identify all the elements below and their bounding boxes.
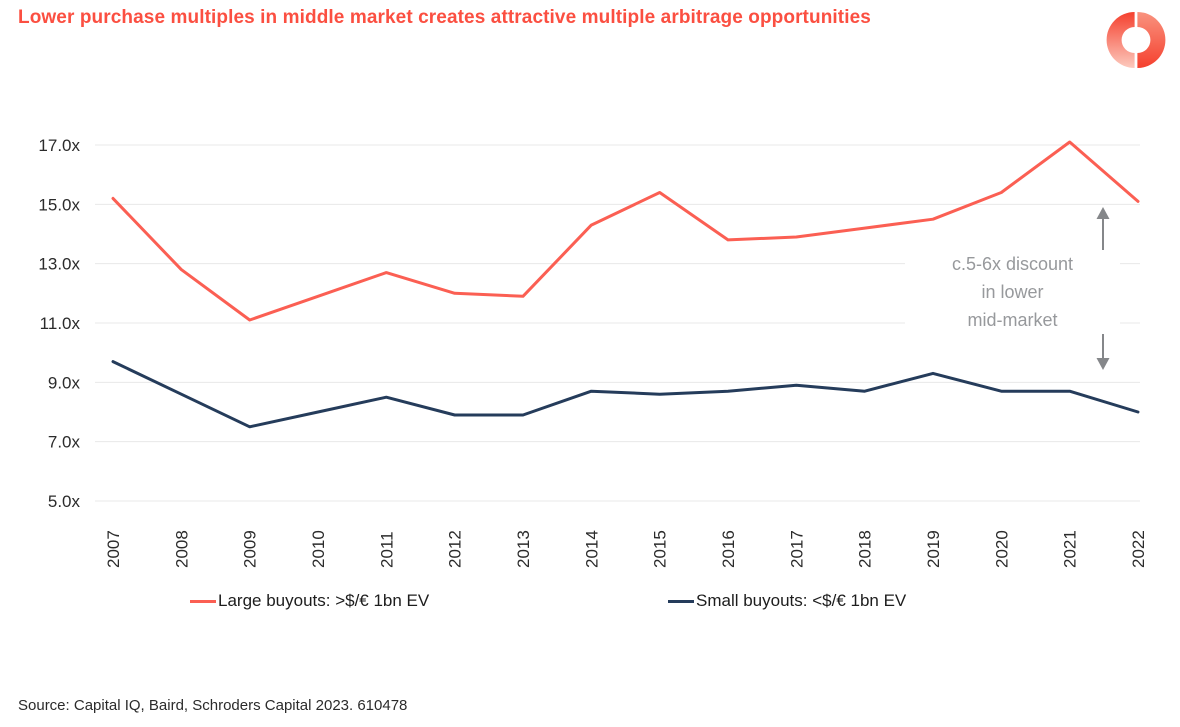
legend-item-large-buyouts: Large buyouts: >$/€ 1bn EV <box>190 588 429 614</box>
x-tick-label: 2022 <box>1129 530 1148 568</box>
discount-annotation: c.5-6x discount in lower mid-market <box>905 250 1120 334</box>
x-tick-label: 2009 <box>241 530 260 568</box>
x-tick-label: 2010 <box>309 530 328 568</box>
legend-item-small-buyouts: Small buyouts: <$/€ 1bn EV <box>668 588 906 614</box>
x-tick-label: 2014 <box>582 530 601 568</box>
y-tick-label: 5.0x <box>48 492 81 511</box>
plot-area: 17.0x 15.0x 13.0x 11.0x 9.0x 7.0x 5.0x 2007 2008… <box>38 136 1148 568</box>
source-note: Source: Capital IQ, Baird, Schroders Cap… <box>18 697 408 714</box>
y-tick-label: 11.0x <box>40 314 81 333</box>
schroders-capital-logo <box>1106 12 1166 68</box>
legend-swatch-small-buyouts <box>668 599 694 603</box>
logo-left-half <box>1106 12 1135 68</box>
x-tick-label: 2013 <box>514 530 533 568</box>
series-line-1 <box>111 360 1140 429</box>
annotation-line-1: c.5-6x discount <box>951 254 1074 274</box>
x-tick-label: 2019 <box>924 530 943 568</box>
legend-label-small-buyouts: Small buyouts: <$/€ 1bn EV <box>696 591 907 610</box>
x-tick-label: 2007 <box>104 530 123 568</box>
x-tick-label: 2018 <box>856 530 875 568</box>
page-title: Lower purchase multiples in middle marke… <box>18 7 871 28</box>
x-tick-label: 2021 <box>1061 530 1080 568</box>
series-line-0 <box>111 140 1140 322</box>
x-tick-label: 2012 <box>446 530 465 568</box>
x-tick-label: 2020 <box>992 530 1011 568</box>
annotation-line-3: mid-market <box>967 310 1058 330</box>
legend-swatch-large-buyouts <box>190 599 216 603</box>
x-tick-label: 2008 <box>172 530 191 568</box>
y-tick-label: 9.0x <box>48 373 81 392</box>
y-tick-label: 7.0x <box>48 433 81 452</box>
chart-legend: Large buyouts: >$/€ 1bn EV Small buyouts… <box>0 588 1180 614</box>
annotation-line-2: in lower <box>981 282 1044 302</box>
logo-right-half <box>1137 12 1166 68</box>
x-tick-label: 2015 <box>651 530 670 568</box>
y-tick-label: 17.0x <box>38 136 80 155</box>
x-tick-label: 2011 <box>377 531 396 568</box>
y-tick-label: 13.0x <box>38 255 80 274</box>
legend-label-large-buyouts: Large buyouts: >$/€ 1bn EV <box>218 591 430 610</box>
y-tick-label: 15.0x <box>38 195 80 214</box>
x-tick-label: 2017 <box>787 530 806 568</box>
x-tick-label: 2016 <box>719 530 738 568</box>
